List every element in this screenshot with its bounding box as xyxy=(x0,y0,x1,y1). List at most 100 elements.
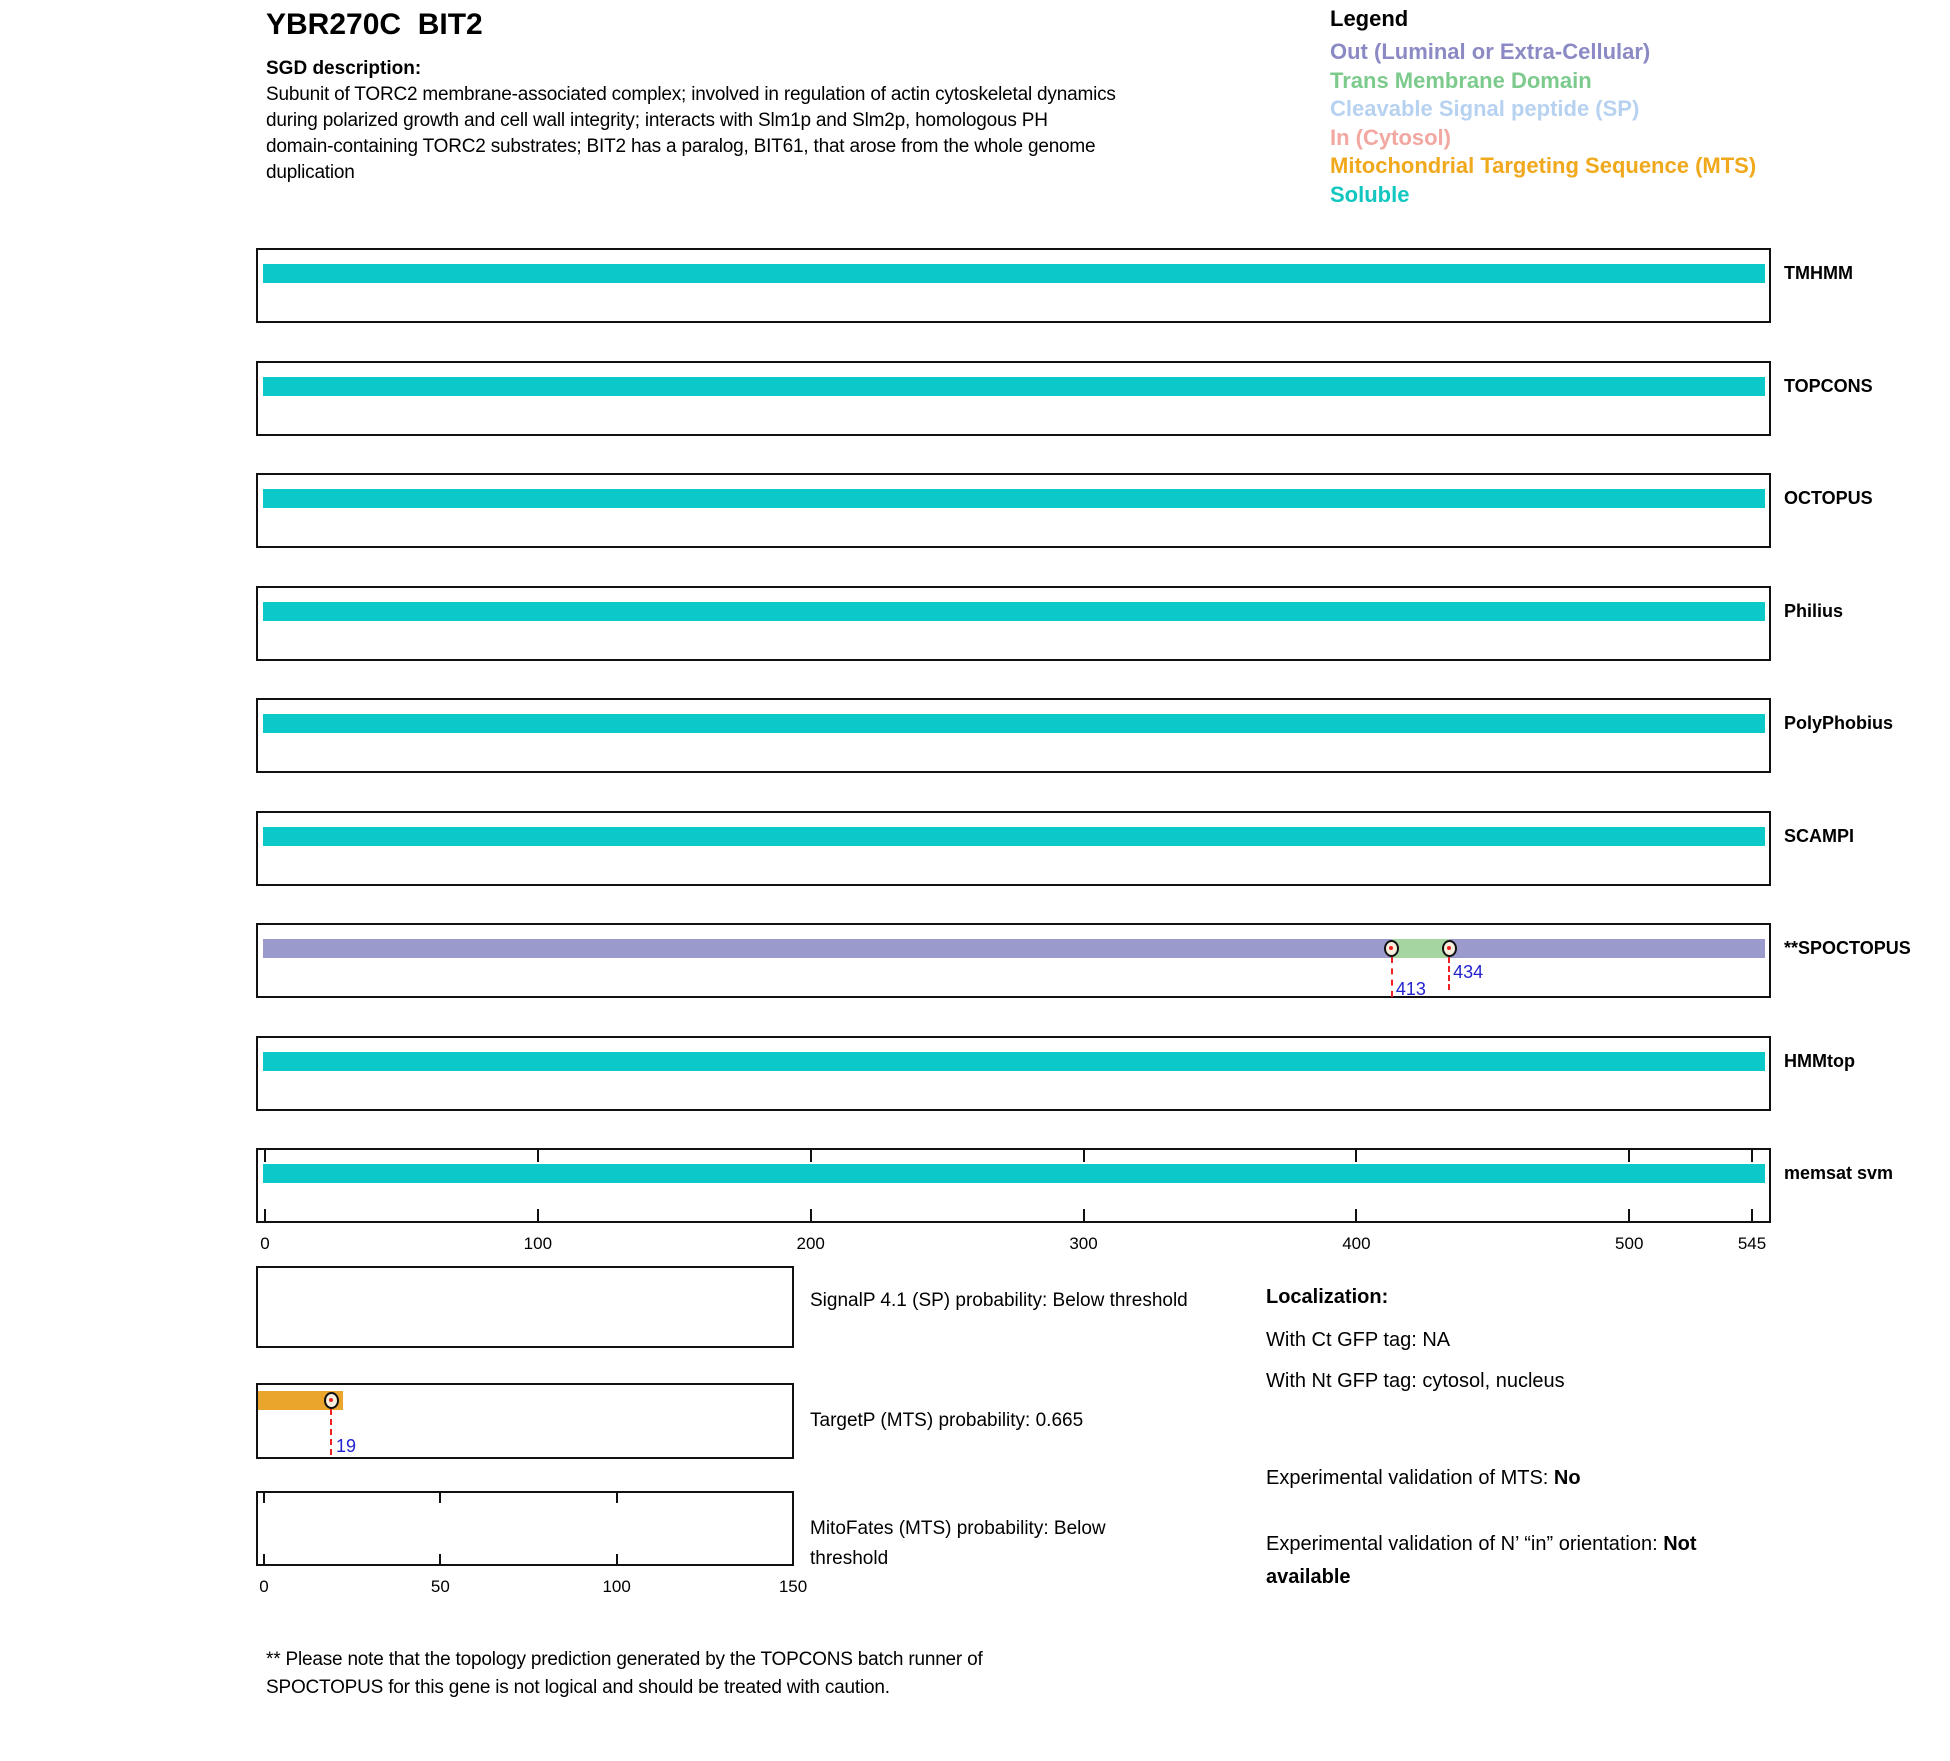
legend: Out (Luminal or Extra-Cellular) Trans Mem… xyxy=(1330,38,1756,209)
sgd-description-text: Subunit of TORC2 membrane-associated com… xyxy=(266,82,1116,186)
track-label-topcons: TOPCONS xyxy=(1784,376,1873,396)
axis-tick xyxy=(1082,1209,1085,1221)
page-title: YBR270C BIT2 xyxy=(266,8,483,41)
sgd-description-line: duplication xyxy=(266,162,355,183)
marker-position-label: 434 xyxy=(1453,962,1484,982)
axis-tick xyxy=(1082,1150,1085,1162)
track-bar-segment-soluble xyxy=(263,1164,1765,1183)
marker-center-dot xyxy=(328,1398,333,1402)
track-label-tmhmm: TMHMM xyxy=(1784,263,1853,283)
track-bar-segment-soluble xyxy=(263,1052,1765,1071)
spoctopus-footnote: ** Please note that the topology predict… xyxy=(266,1646,983,1701)
mts-validation: Experimental validation of MTS: No xyxy=(1266,1467,1581,1490)
axis-tick xyxy=(1355,1150,1358,1162)
tm-boundary-marker xyxy=(1384,940,1400,957)
axis-tick-label: 545 xyxy=(1737,1234,1767,1253)
axis-tick xyxy=(536,1209,539,1221)
track-label-memsat-svm: memsat svm xyxy=(1784,1163,1894,1183)
legend-item: Out (Luminal or Extra-Cellular) xyxy=(1330,39,1651,64)
track-box xyxy=(256,586,1771,661)
signalp-label: SignalP 4.1 (SP) probability: Below thre… xyxy=(810,1290,1188,1311)
axis-tick-label: 500 xyxy=(1615,1234,1644,1253)
track-bar-segment-soluble xyxy=(263,602,1765,621)
sgd-description-line: during polarized growth and cell wall in… xyxy=(266,110,1048,131)
axis-tick xyxy=(1751,1209,1753,1221)
legend-item: Cleavable Signal peptide (SP) xyxy=(1330,96,1640,121)
track-label-spoctopus: **SPOCTOPUS xyxy=(1784,938,1911,958)
axis-tick-label: 200 xyxy=(796,1234,825,1253)
sgd-description-heading: SGD description: xyxy=(266,58,422,79)
orientation-validation: Experimental validation of N’ “in” orien… xyxy=(1266,1528,1697,1594)
orientation-validation-value: available xyxy=(1266,1566,1351,1588)
marker-guide-line xyxy=(1448,956,1451,990)
axis-tick xyxy=(1751,1150,1753,1162)
track-box xyxy=(256,473,1771,548)
legend-title: Legend xyxy=(1330,6,1409,31)
track-box xyxy=(256,923,1771,998)
tm-boundary-marker xyxy=(1441,940,1457,957)
axis-tick xyxy=(1628,1150,1631,1162)
track-bar-segment-out xyxy=(263,939,1392,958)
track-label-polyphobius: PolyPhobius xyxy=(1784,713,1894,733)
axis-tick xyxy=(1628,1209,1631,1221)
track-box xyxy=(256,248,1771,323)
targetp-plot-box xyxy=(256,1383,794,1459)
mts-validation-value: No xyxy=(1553,1467,1581,1489)
axis-tick xyxy=(809,1150,812,1162)
track-label-scampi: SCAMPI xyxy=(1784,826,1855,846)
targetp-bar-segment-mts xyxy=(258,1391,343,1410)
legend-item: Soluble xyxy=(1330,181,1410,207)
mitofates-label: MitoFates (MTS) probability: Below thres… xyxy=(810,1514,1106,1574)
track-box xyxy=(256,811,1771,886)
axis-tick-label: 100 xyxy=(602,1577,631,1596)
orientation-validation-line: Experimental validation of N’ “in” orien… xyxy=(1266,1528,1697,1561)
track-bar-segment-soluble xyxy=(263,714,1765,733)
mitofates-plot-box xyxy=(256,1491,794,1566)
axis-tick-label: 400 xyxy=(1342,1234,1371,1253)
axis-tick-label: 300 xyxy=(1069,1234,1098,1253)
axis-tick xyxy=(264,1150,266,1162)
sgd-description-line: Subunit of TORC2 membrane-associated com… xyxy=(266,84,1116,105)
axis-tick xyxy=(264,1209,266,1221)
orientation-validation-line: available xyxy=(1266,1561,1697,1594)
axis-tick xyxy=(263,1493,265,1503)
track-bar-segment-soluble xyxy=(263,827,1765,846)
marker-guide-line xyxy=(330,1408,332,1455)
track-bar-segment-tm xyxy=(1391,939,1450,958)
mitofates-label-line: MitoFates (MTS) probability: Below xyxy=(810,1518,1106,1539)
legend-item: Trans Membrane Domain xyxy=(1330,67,1592,93)
axis-tick-label: 0 xyxy=(259,1577,269,1596)
localization-nt-gfp: With Nt GFP tag: cytosol, nucleus xyxy=(1266,1370,1565,1392)
marker-center-dot xyxy=(1446,946,1451,950)
localization-ct-gfp: With Ct GFP tag: NA xyxy=(1266,1329,1451,1351)
track-box xyxy=(256,361,1771,436)
orientation-validation-value: Not xyxy=(1663,1533,1697,1555)
track-bar-segment-soluble xyxy=(263,489,1765,508)
legend-item: In (Cytosol) xyxy=(1330,124,1451,150)
axis-tick-label: 0 xyxy=(260,1234,270,1253)
legend-item: Mitochondrial Targeting Sequence (MTS) xyxy=(1330,153,1757,178)
axis-tick xyxy=(536,1150,539,1162)
mitofates-label-line: threshold xyxy=(810,1548,889,1569)
track-label-octopus: OCTOPUS xyxy=(1784,488,1873,508)
marker-center-dot xyxy=(1389,946,1394,950)
signalp-plot-box xyxy=(256,1266,794,1348)
mts-validation-text: Experimental validation of MTS: xyxy=(1266,1467,1554,1489)
track-bar-segment-out xyxy=(1449,939,1765,958)
axis-tick xyxy=(439,1493,442,1503)
track-box xyxy=(256,1036,1771,1111)
track-box xyxy=(256,698,1771,773)
footnote-line: ** Please note that the topology predict… xyxy=(266,1649,983,1670)
axis-tick-label: 150 xyxy=(778,1577,808,1596)
axis-tick xyxy=(615,1493,618,1503)
footnote-line: SPOCTOPUS for this gene is not logical a… xyxy=(266,1676,890,1698)
track-label-hmmtop: HMMtop xyxy=(1784,1051,1855,1071)
tm-boundary-marker xyxy=(323,1392,339,1409)
axis-tick xyxy=(263,1554,265,1564)
track-bar-segment-soluble xyxy=(263,264,1765,283)
orientation-validation-text: Experimental validation of N’ “in” orien… xyxy=(1266,1533,1664,1555)
sgd-description-line: domain-containing TORC2 substrates; BIT2… xyxy=(266,136,1096,157)
localization-heading: Localization: xyxy=(1266,1286,1389,1308)
track-bar-segment-soluble xyxy=(263,377,1765,396)
